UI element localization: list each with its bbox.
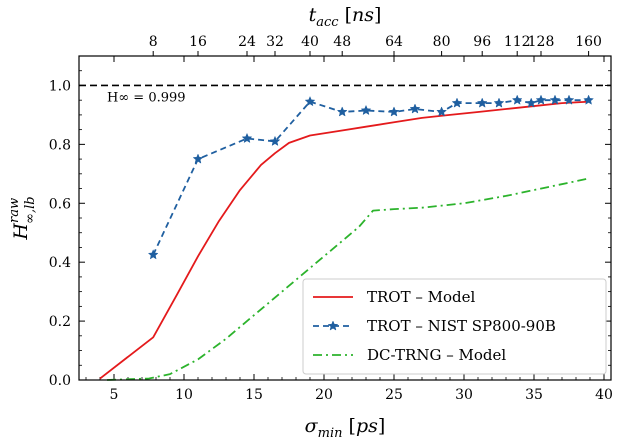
series-marker-1: [388, 106, 400, 117]
series-marker-1: [409, 103, 421, 114]
top-tick-label: 64: [385, 34, 403, 50]
series-marker-1: [269, 135, 281, 146]
series-marker-1: [360, 104, 372, 116]
series-marker-1: [493, 97, 505, 108]
series-marker-1: [304, 95, 316, 107]
y-tick-label: 0.6: [49, 196, 71, 212]
series-marker-1: [563, 94, 575, 105]
series-layer: [99, 94, 594, 381]
top-tick-label: 80: [433, 34, 451, 50]
legend-label-1: TROT – NIST SP800-90B: [367, 317, 556, 335]
legend-box: [302, 278, 607, 375]
top-tick-label: 40: [301, 34, 319, 50]
series-marker-1: [336, 106, 348, 117]
x-tick-label: 5: [110, 387, 119, 403]
series-line-0: [99, 100, 591, 380]
x-tick-label: 20: [315, 387, 333, 403]
top-tick-label: 32: [266, 34, 284, 50]
series-marker-1: [241, 132, 253, 144]
legend-label-0: TROT – Model: [367, 288, 476, 306]
top-tick-label: 160: [575, 34, 602, 50]
top-axis-label: tacc [ns]: [309, 4, 382, 30]
x-axis-label: σmin [ps]: [305, 415, 386, 441]
top-tick-label: 112: [504, 34, 531, 50]
series-marker-1: [511, 94, 523, 105]
top-tick-label: 16: [189, 34, 207, 50]
y-tick-label: 0.4: [49, 255, 71, 271]
top-tick-label: 96: [473, 34, 491, 50]
series-line-2: [106, 177, 591, 381]
x-tick-label: 10: [175, 387, 193, 403]
series-marker-1: [451, 97, 463, 108]
series-marker-1: [147, 249, 159, 260]
x-tick-label: 35: [525, 387, 543, 403]
top-tick-label: 24: [238, 34, 256, 50]
legend: TROT – Model TROT – NIST SP800-90B DC-TRNG…: [302, 278, 607, 375]
y-tick-label: 1.0: [49, 78, 71, 94]
series-marker-1: [535, 94, 547, 105]
x-tick-label: 30: [455, 387, 473, 403]
y-tick-label: 0.0: [49, 373, 71, 389]
series-marker-1: [583, 94, 594, 105]
top-tick-label: 48: [333, 34, 351, 50]
axis-labels: 5 10 15 20 25 30 35 40 0.0 0.2 0.4 0.6 0.8 1.0 8 16 24 32…: [7, 4, 613, 441]
y-axis-label: Hraw∞,lb: [7, 196, 38, 240]
legend-label-2: DC-TRNG – Model: [367, 346, 506, 364]
top-tick-label: 128: [528, 34, 555, 50]
series-marker-1: [436, 106, 447, 117]
top-tick-label: 8: [149, 34, 158, 50]
series-line-1: [152, 99, 589, 256]
x-tick-label: 15: [245, 387, 263, 403]
x-tick-label: 40: [595, 387, 613, 403]
x-tick-label: 25: [385, 387, 403, 403]
annotation-h-infinity: H∞ = 0.999: [107, 91, 186, 106]
series-marker-1: [192, 153, 204, 164]
series-marker-1: [525, 97, 537, 108]
legend-marker-1: [327, 320, 339, 331]
series-marker-1: [476, 97, 488, 108]
y-tick-label: 0.8: [49, 137, 71, 153]
y-tick-label: 0.2: [49, 314, 71, 330]
plot-frame: [78, 55, 612, 381]
series-marker-1: [549, 94, 561, 105]
